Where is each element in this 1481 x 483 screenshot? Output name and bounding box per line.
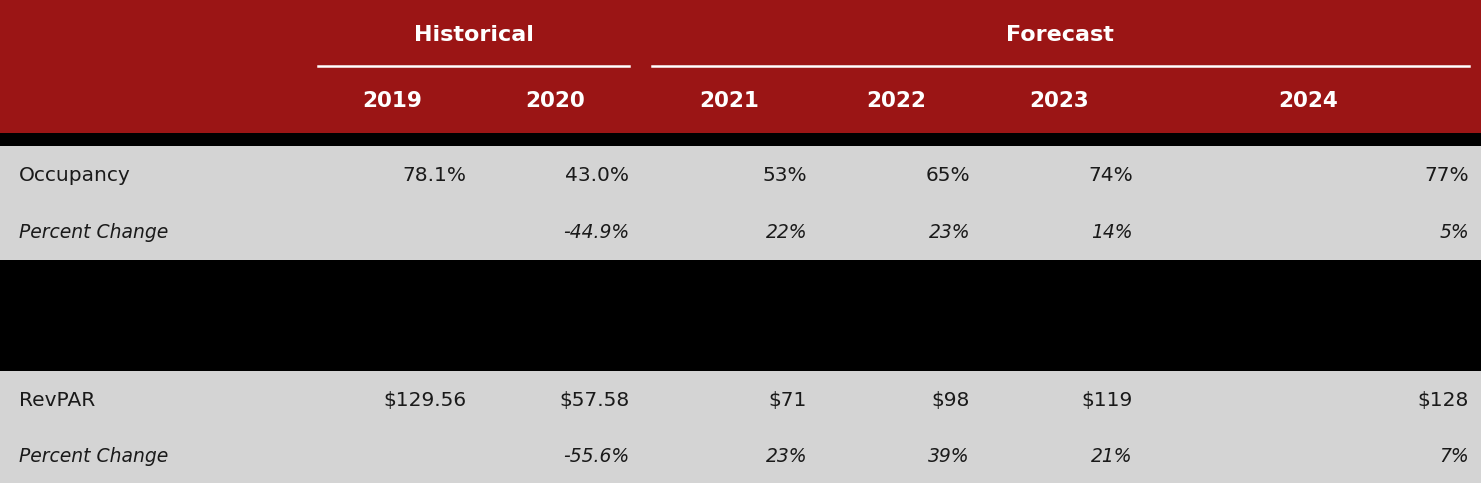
Text: 43.0%: 43.0% [566, 166, 629, 185]
Text: 21%: 21% [1091, 447, 1133, 466]
Text: 2020: 2020 [526, 91, 585, 112]
Text: 2019: 2019 [363, 91, 422, 112]
Text: 77%: 77% [1425, 166, 1469, 185]
Text: $128: $128 [1417, 391, 1469, 410]
Text: 5%: 5% [1440, 223, 1469, 242]
Bar [0, 260, 1481, 371]
Text: 2023: 2023 [1029, 91, 1089, 112]
Text: 2024: 2024 [1278, 91, 1339, 112]
Bar [0, 146, 1481, 260]
Text: RevPAR: RevPAR [19, 391, 95, 410]
Text: $129.56: $129.56 [384, 391, 467, 410]
Text: Occupancy: Occupancy [19, 166, 130, 185]
Text: $98: $98 [932, 391, 970, 410]
Text: $71: $71 [769, 391, 807, 410]
Text: Percent Change: Percent Change [19, 223, 169, 242]
Text: 22%: 22% [766, 223, 807, 242]
Text: $57.58: $57.58 [560, 391, 629, 410]
Text: Historical: Historical [415, 25, 533, 45]
Bar [0, 0, 1481, 133]
Text: 2021: 2021 [699, 91, 760, 112]
Text: 7%: 7% [1440, 447, 1469, 466]
Bar [0, 371, 1481, 483]
Text: 65%: 65% [926, 166, 970, 185]
Text: Forecast: Forecast [1007, 25, 1114, 45]
Text: 23%: 23% [929, 223, 970, 242]
Text: -44.9%: -44.9% [563, 223, 629, 242]
Text: 53%: 53% [763, 166, 807, 185]
Text: -55.6%: -55.6% [563, 447, 629, 466]
Text: 74%: 74% [1089, 166, 1133, 185]
Text: 78.1%: 78.1% [403, 166, 467, 185]
Text: 2022: 2022 [866, 91, 926, 112]
Text: 14%: 14% [1091, 223, 1133, 242]
Text: 23%: 23% [766, 447, 807, 466]
Bar [0, 133, 1481, 146]
Text: Percent Change: Percent Change [19, 447, 169, 466]
Text: $119: $119 [1081, 391, 1133, 410]
Text: 39%: 39% [929, 447, 970, 466]
